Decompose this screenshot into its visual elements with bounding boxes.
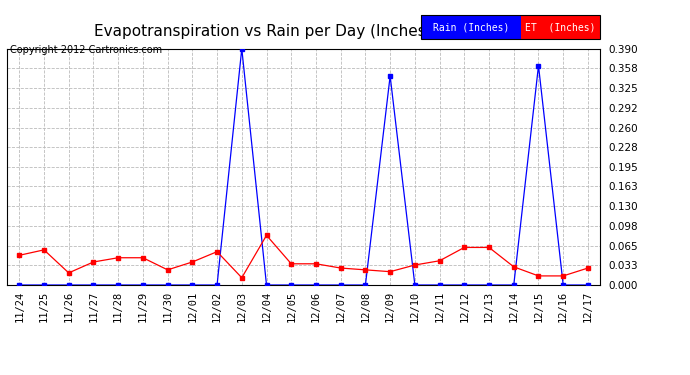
Text: Rain (Inches): Rain (Inches) [433,22,509,32]
Text: Evapotranspiration vs Rain per Day (Inches) 20121218: Evapotranspiration vs Rain per Day (Inch… [94,24,513,39]
Text: ET  (Inches): ET (Inches) [525,22,596,32]
Text: Copyright 2012 Cartronics.com: Copyright 2012 Cartronics.com [10,45,162,55]
